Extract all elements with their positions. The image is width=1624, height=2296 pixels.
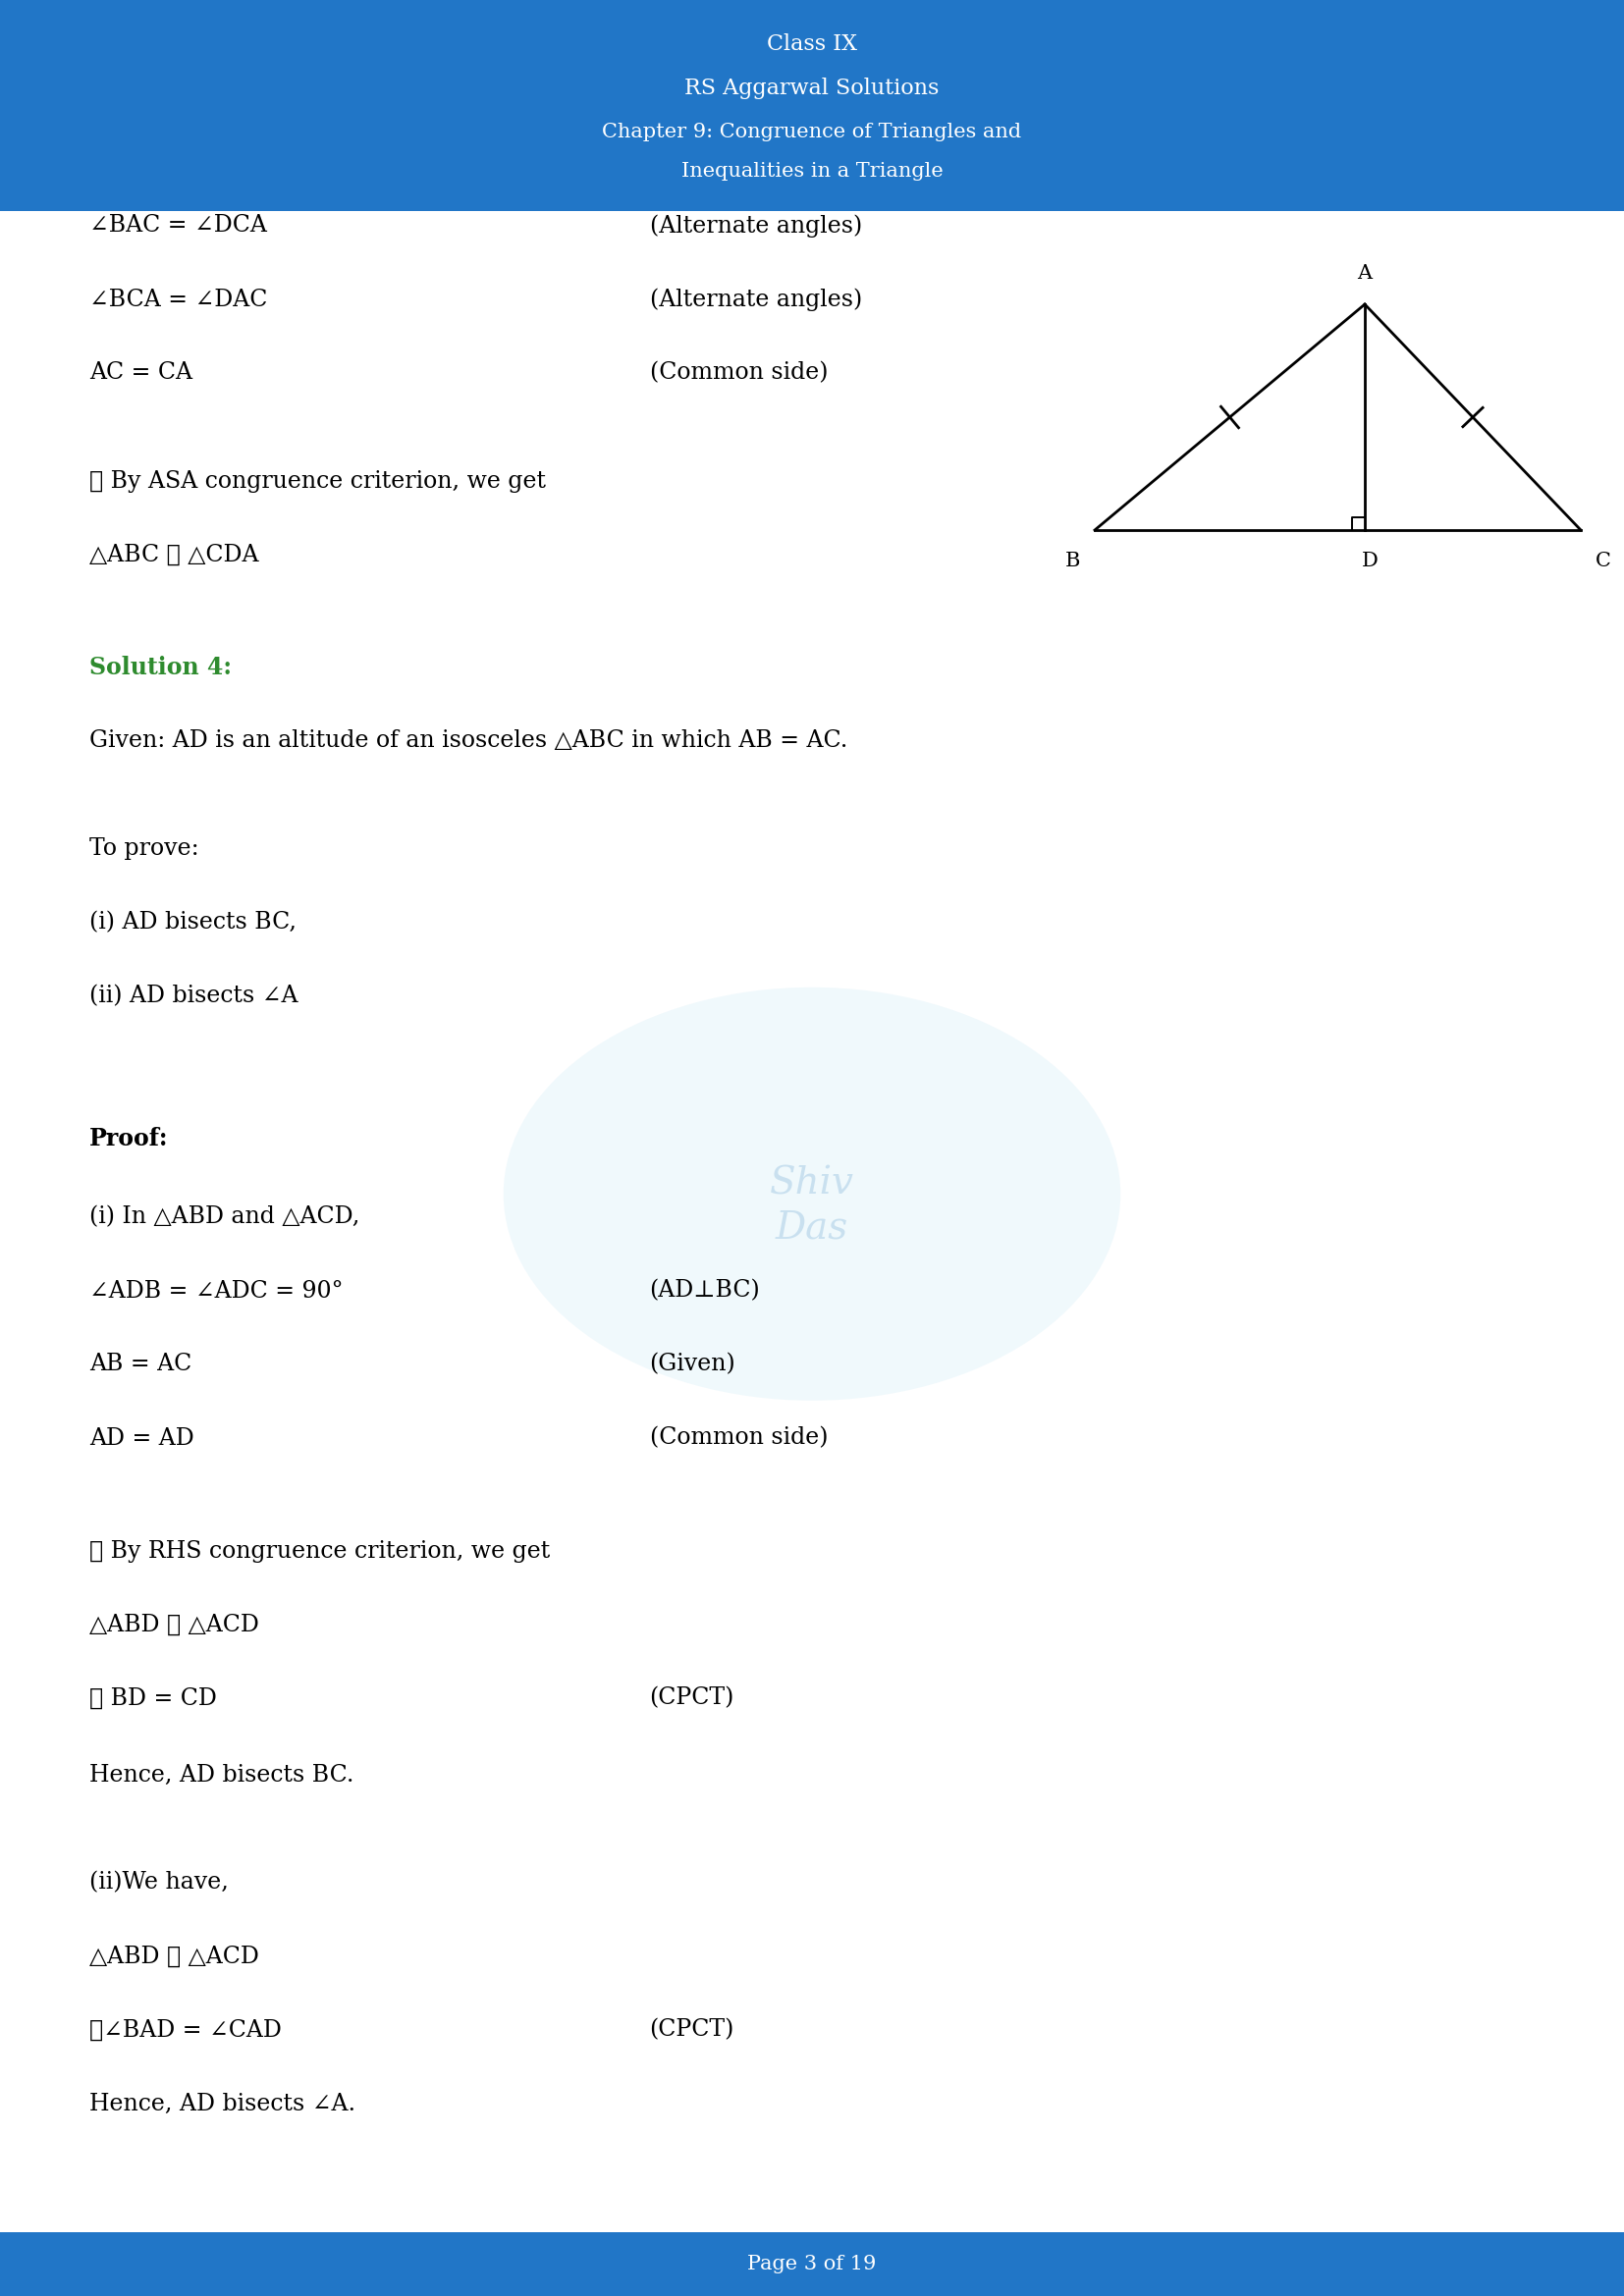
Text: Solution 4:: Solution 4:: [89, 657, 232, 680]
Text: (Common side): (Common side): [650, 363, 828, 383]
Text: A: A: [1358, 264, 1372, 282]
Text: (ii) AD bisects ∠A: (ii) AD bisects ∠A: [89, 985, 297, 1008]
Text: (Alternate angles): (Alternate angles): [650, 287, 862, 310]
Text: To prove:: To prove:: [89, 838, 198, 861]
Text: Proof:: Proof:: [89, 1127, 169, 1150]
Text: △ABC ≅ △CDA: △ABC ≅ △CDA: [89, 544, 258, 565]
Text: ∴ BD = CD: ∴ BD = CD: [89, 1688, 218, 1711]
Text: Das: Das: [776, 1210, 848, 1247]
Text: (Alternate angles): (Alternate angles): [650, 214, 862, 236]
Bar: [0, 0, 1624, 211]
Text: AB = AC: AB = AC: [89, 1352, 192, 1375]
Text: C: C: [1595, 551, 1611, 569]
Text: ∠BCA = ∠DAC: ∠BCA = ∠DAC: [89, 287, 268, 310]
Text: Hence, AD bisects BC.: Hence, AD bisects BC.: [89, 1763, 354, 1786]
Text: Shiv: Shiv: [770, 1166, 854, 1203]
Text: Given: AD is an altitude of an isosceles △ABC in which AB = AC.: Given: AD is an altitude of an isosceles…: [89, 730, 848, 753]
Text: Inequalities in a Triangle: Inequalities in a Triangle: [680, 163, 944, 181]
Text: △ABD ≅ △ACD: △ABD ≅ △ACD: [89, 1614, 260, 1635]
Text: Hence, AD bisects ∠A.: Hence, AD bisects ∠A.: [89, 2092, 356, 2115]
Text: (CPCT): (CPCT): [650, 2018, 734, 2041]
Text: RS Aggarwal Solutions: RS Aggarwal Solutions: [685, 78, 939, 99]
Text: D: D: [1361, 551, 1379, 569]
Text: (AD⊥BC): (AD⊥BC): [650, 1279, 760, 1302]
Text: AC = CA: AC = CA: [89, 363, 192, 383]
Text: △ABD ≅ △ACD: △ABD ≅ △ACD: [89, 1945, 260, 1968]
Text: AD = AD: AD = AD: [89, 1426, 195, 1449]
Text: Chapter 9: Congruence of Triangles and: Chapter 9: Congruence of Triangles and: [603, 124, 1021, 142]
Text: (Common side): (Common side): [650, 1426, 828, 1449]
Text: ∴∠BAD = ∠CAD: ∴∠BAD = ∠CAD: [89, 2018, 281, 2041]
Text: ∠BAC = ∠DCA: ∠BAC = ∠DCA: [89, 214, 266, 236]
Text: (i) In △ABD and △ACD,: (i) In △ABD and △ACD,: [89, 1205, 359, 1228]
Text: B: B: [1065, 551, 1080, 569]
Text: (CPCT): (CPCT): [650, 1688, 734, 1711]
Text: Class IX: Class IX: [767, 34, 857, 55]
Text: ∴ By RHS congruence criterion, we get: ∴ By RHS congruence criterion, we get: [89, 1541, 551, 1561]
Bar: [0, 2232, 1624, 2296]
Text: Page 3 of 19: Page 3 of 19: [747, 2255, 877, 2273]
Text: ∴ By ASA congruence criterion, we get: ∴ By ASA congruence criterion, we get: [89, 471, 546, 491]
Text: (ii)We have,: (ii)We have,: [89, 1871, 229, 1894]
Text: (i) AD bisects BC,: (i) AD bisects BC,: [89, 912, 297, 934]
Text: ∠ADB = ∠ADC = 90°: ∠ADB = ∠ADC = 90°: [89, 1279, 343, 1302]
Text: (Given): (Given): [650, 1352, 736, 1375]
Ellipse shape: [503, 987, 1121, 1401]
